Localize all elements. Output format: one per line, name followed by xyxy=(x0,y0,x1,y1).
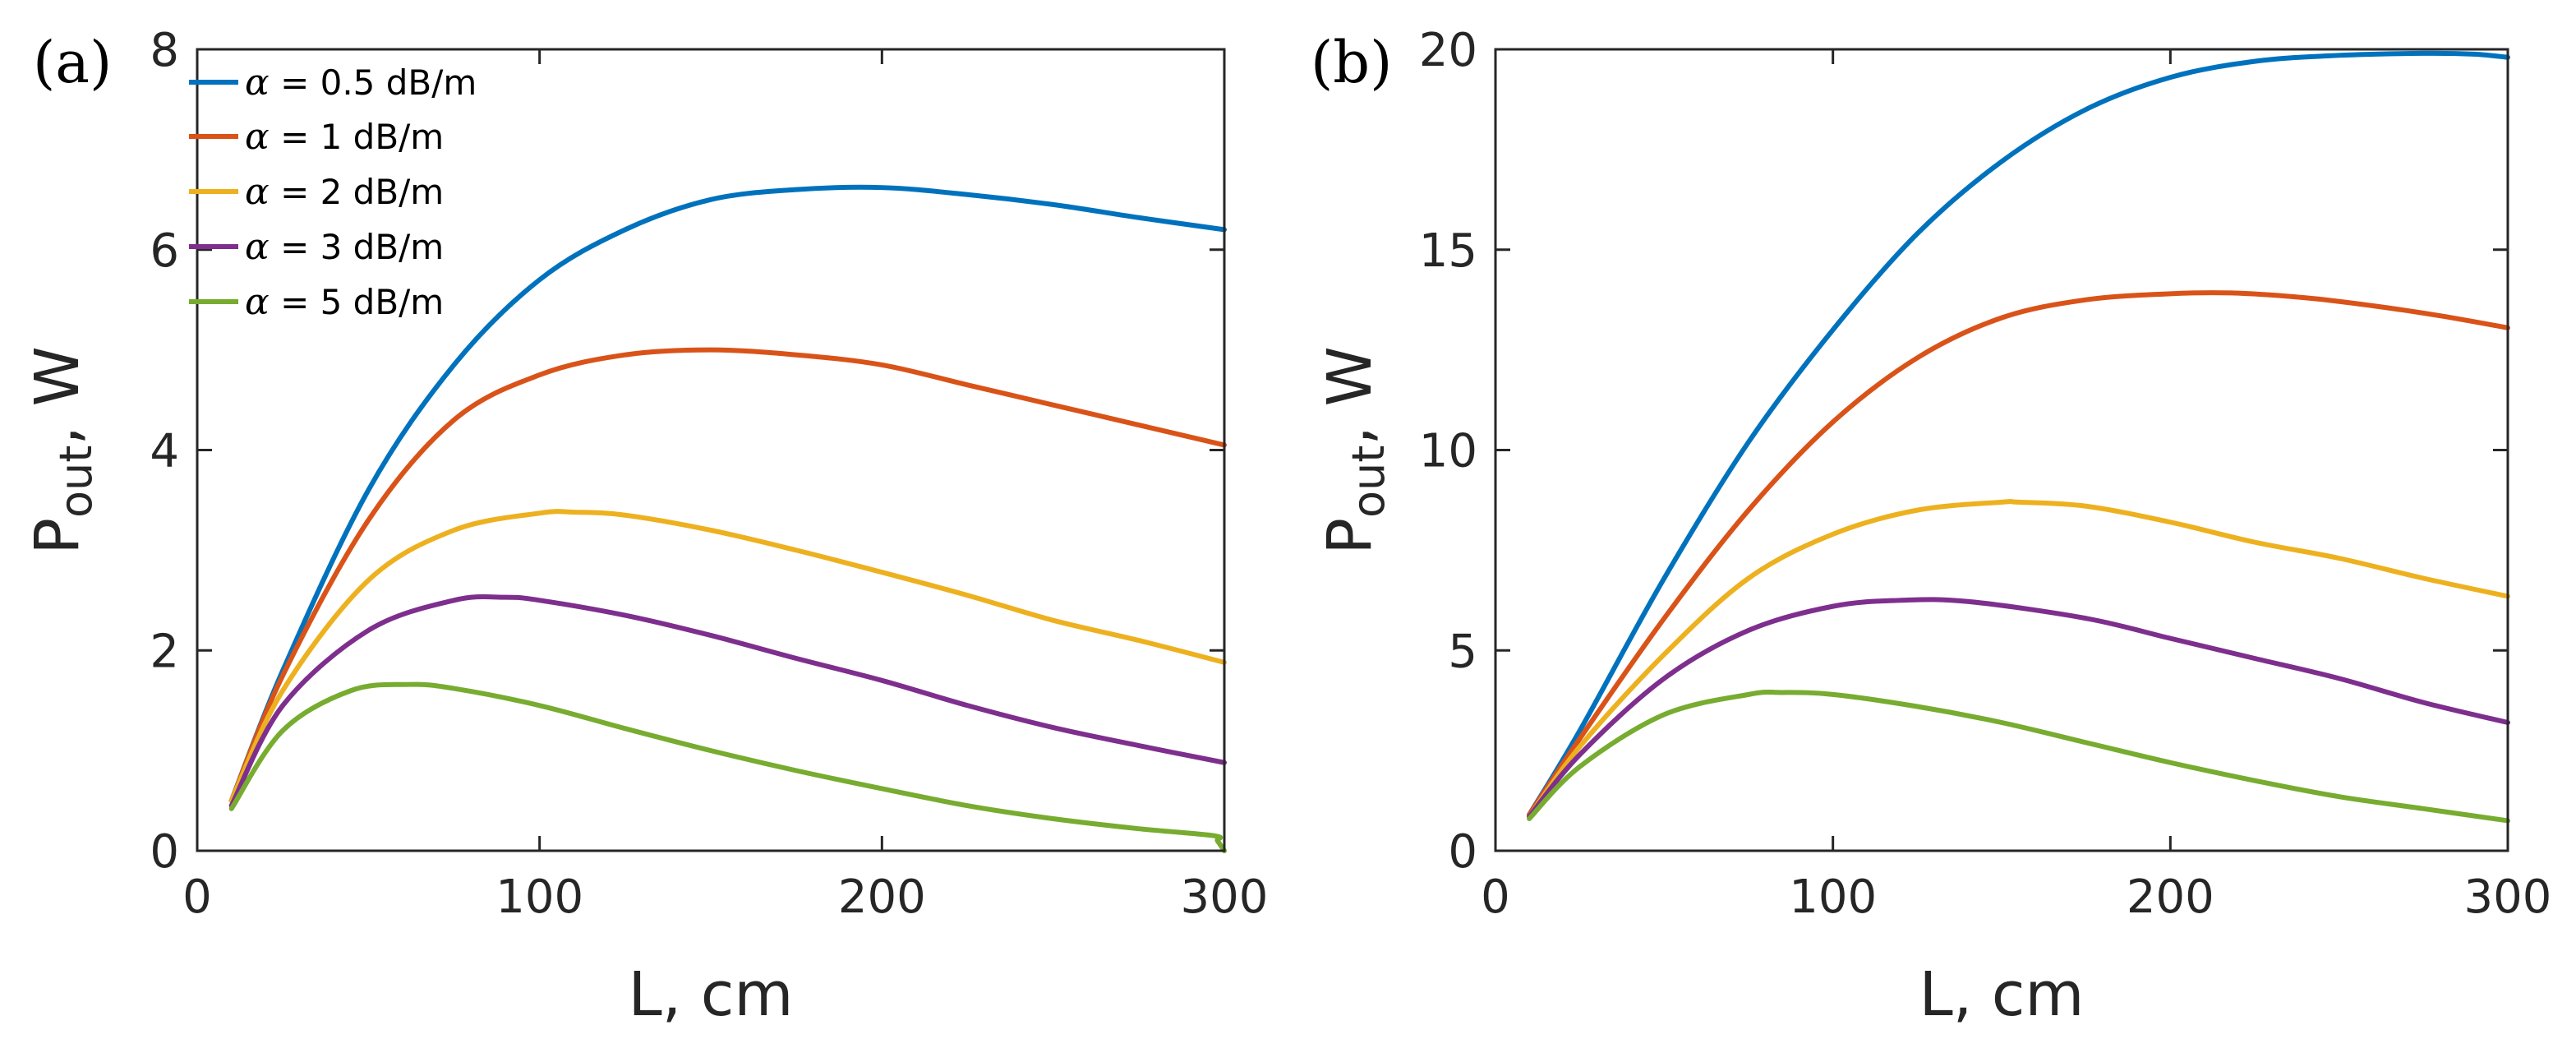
series-line-3 xyxy=(228,593,1227,809)
series-line-4 xyxy=(228,681,1227,853)
y-tick-label: 10 xyxy=(1419,425,1477,478)
legend-entry-3: α = 3 dB/m xyxy=(245,226,444,268)
x-tick-label: 100 xyxy=(1789,870,1877,924)
y-tick-label: 15 xyxy=(1419,224,1477,278)
x-tick-label: 0 xyxy=(182,870,212,924)
legend-entry-1: α = 1 dB/m xyxy=(245,116,444,158)
series-line-3 xyxy=(1527,597,2510,820)
panel-b-label: (b) xyxy=(1311,29,1392,96)
legend-entry-4: α = 5 dB/m xyxy=(245,281,444,323)
y-tick-label: 8 xyxy=(150,24,179,77)
y-tick-label: 20 xyxy=(1419,24,1477,77)
panel-a-series xyxy=(228,184,1227,853)
legend-entry-0: α = 0.5 dB/m xyxy=(245,62,477,104)
panel-a-label: (a) xyxy=(33,29,112,96)
panel-a-x-ticks: 0 100 200 300 xyxy=(182,49,1268,924)
series-line-1 xyxy=(1527,289,2510,818)
series-line-2 xyxy=(228,509,1227,804)
panel-b-series xyxy=(1527,50,2510,824)
legend: α = 0.5 dB/m α = 1 dB/m α = 2 dB/m α = 3… xyxy=(189,62,477,323)
panel-b-y-label-sub: out xyxy=(1343,446,1394,518)
panel-a: (a) 0 2 4 6 8 0 100 200 300 L, cm Pout, W α = 0… xyxy=(22,24,1268,1030)
panel-b: (b) 0 5 10 15 20 0 100 200 300 L, cm Pout, W xyxy=(1311,24,2551,1030)
y-tick-label: 6 xyxy=(150,224,179,278)
series-line-2 xyxy=(1527,498,2510,820)
series-line-4 xyxy=(1527,689,2510,824)
series-line-0 xyxy=(228,184,1227,804)
panel-b-axes-frame xyxy=(1494,48,2509,852)
panel-b-y-ticks: 0 5 10 15 20 xyxy=(1419,24,2508,879)
y-tick-label: 2 xyxy=(150,625,179,678)
panel-b-x-label: L, cm xyxy=(1919,959,2084,1030)
x-tick-label: 200 xyxy=(838,870,926,924)
panel-a-y-label-tail: , W xyxy=(22,346,93,445)
panel-a-y-ticks: 0 2 4 6 8 xyxy=(150,24,1224,879)
x-tick-label: 0 xyxy=(1481,870,1510,924)
panel-b-y-label-main: P xyxy=(1315,518,1385,555)
panel-a-x-label: L, cm xyxy=(628,959,793,1030)
panel-a-y-label-main: P xyxy=(22,518,93,555)
y-tick-label: 0 xyxy=(1448,825,1477,879)
panel-b-y-label-tail: , W xyxy=(1315,346,1385,445)
x-tick-label: 100 xyxy=(495,870,583,924)
y-tick-label: 4 xyxy=(150,425,179,478)
panel-b-x-ticks: 0 100 200 300 xyxy=(1481,49,2551,924)
x-tick-label: 300 xyxy=(2464,870,2552,924)
series-line-1 xyxy=(228,347,1227,804)
y-tick-label: 0 xyxy=(150,825,179,879)
panel-a-y-label: Pout, W xyxy=(22,346,102,554)
x-tick-label: 200 xyxy=(2127,870,2214,924)
panel-a-y-label-sub: out xyxy=(50,446,102,518)
y-tick-label: 5 xyxy=(1448,625,1477,678)
panel-a-axes-frame xyxy=(196,48,1226,852)
panel-b-y-label: Pout, W xyxy=(1315,346,1394,554)
x-tick-label: 300 xyxy=(1181,870,1269,924)
series-line-0 xyxy=(1527,50,2510,818)
legend-entry-2: α = 2 dB/m xyxy=(245,171,444,213)
